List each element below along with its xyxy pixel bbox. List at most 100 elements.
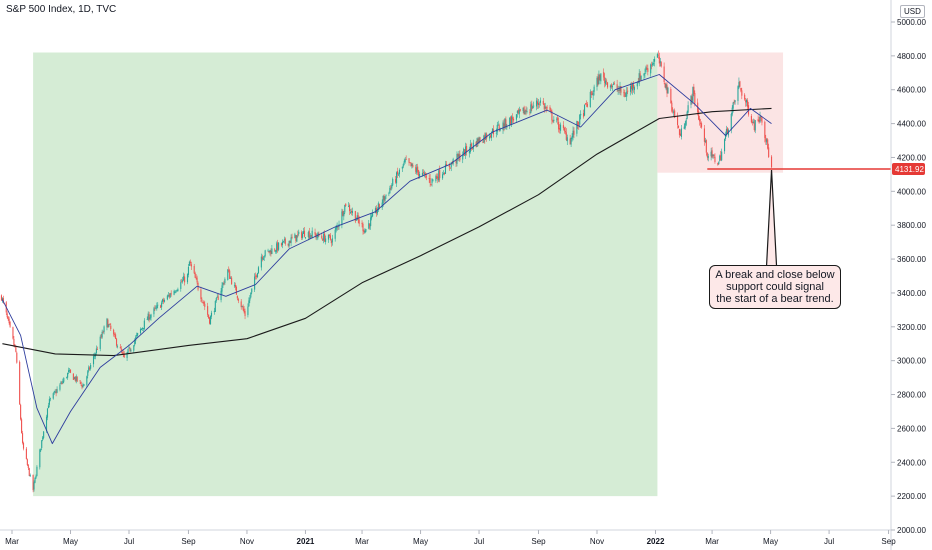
currency-badge[interactable]: USD: [900, 5, 925, 18]
candle-body: [22, 442, 25, 449]
candle: [663, 62, 665, 85]
candle: [498, 123, 500, 132]
candle: [495, 128, 497, 138]
candle-body: [68, 370, 71, 372]
candle-body: [515, 114, 517, 120]
candle: [558, 117, 560, 133]
candle-body: [309, 235, 311, 239]
x-tick-label: Mar: [355, 537, 369, 546]
candle: [325, 235, 327, 245]
candle: [314, 228, 316, 237]
candle-body: [29, 475, 31, 477]
candle-body: [120, 348, 122, 352]
candle: [275, 250, 277, 254]
candle-body: [465, 146, 467, 156]
candle-body: [424, 173, 426, 175]
candle-body: [503, 123, 505, 128]
candle-body: [632, 84, 634, 89]
candle-body: [750, 115, 752, 123]
candle-body: [90, 365, 92, 369]
candle-body: [175, 291, 177, 293]
candle-body: [744, 94, 746, 100]
candle: [274, 247, 276, 252]
candle-body: [579, 114, 581, 125]
candle-body: [68, 370, 70, 373]
candle-body: [412, 165, 414, 167]
candle: [597, 73, 599, 87]
candle-body: [544, 106, 546, 109]
candle: [700, 118, 702, 128]
candle-body: [752, 121, 754, 123]
candle-body: [80, 381, 82, 385]
candle: [741, 87, 743, 100]
candle: [522, 107, 524, 114]
candle-body: [314, 232, 316, 235]
candle-body: [674, 110, 676, 118]
candle-body: [87, 371, 89, 376]
candle-body: [746, 99, 748, 103]
candle-body: [160, 305, 162, 308]
candle-body: [372, 212, 374, 217]
candle: [29, 473, 31, 477]
candle: [680, 125, 682, 140]
candle: [766, 138, 768, 146]
candle: [699, 115, 701, 126]
candle: [291, 233, 293, 240]
candle-body: [657, 54, 659, 56]
candle: [673, 109, 675, 117]
candle-body: [204, 303, 206, 307]
candle: [408, 158, 410, 166]
candle-body: [16, 352, 18, 363]
candle: [513, 116, 515, 123]
candle-body: [463, 149, 465, 155]
candle: [309, 233, 311, 240]
candle-body: [478, 137, 480, 143]
candle: [590, 90, 592, 98]
candle-body: [767, 139, 769, 149]
candle-body: [56, 389, 58, 393]
candle-body: [189, 261, 191, 264]
candle-body: [733, 102, 735, 103]
candle-body: [392, 178, 394, 186]
candle-body: [39, 449, 41, 468]
candle-body: [371, 215, 373, 219]
candle-body: [82, 385, 84, 388]
candle-body: [8, 318, 10, 323]
candle-body: [343, 212, 345, 217]
candle: [489, 133, 492, 139]
candle: [524, 109, 526, 115]
candle-body: [660, 62, 662, 67]
candle: [758, 116, 760, 124]
candle-body: [202, 301, 204, 303]
candle: [170, 290, 172, 297]
candle-body: [571, 136, 573, 139]
annotation-line: the start of a bear trend.: [716, 293, 834, 305]
candle: [316, 233, 318, 241]
candle: [376, 207, 378, 216]
candle-body: [586, 103, 588, 107]
candle: [591, 90, 593, 96]
candle: [533, 101, 535, 109]
candle: [464, 148, 466, 157]
candle-body: [425, 175, 427, 178]
x-tick-label: 2022: [647, 537, 665, 546]
candle: [93, 352, 96, 360]
candle: [9, 320, 11, 328]
candle-body: [34, 477, 36, 483]
candle: [53, 390, 55, 395]
candle: [363, 229, 365, 235]
candle-body: [209, 317, 211, 324]
candle-body: [13, 338, 15, 346]
candle-body: [102, 332, 104, 334]
candle: [417, 163, 419, 176]
candle: [443, 172, 446, 176]
candle-body: [288, 240, 290, 246]
candle-body: [249, 297, 251, 301]
candle-body: [378, 203, 380, 208]
candle-body: [110, 325, 112, 330]
candle: [101, 329, 103, 339]
candle-body: [758, 119, 760, 122]
candle: [276, 241, 278, 254]
